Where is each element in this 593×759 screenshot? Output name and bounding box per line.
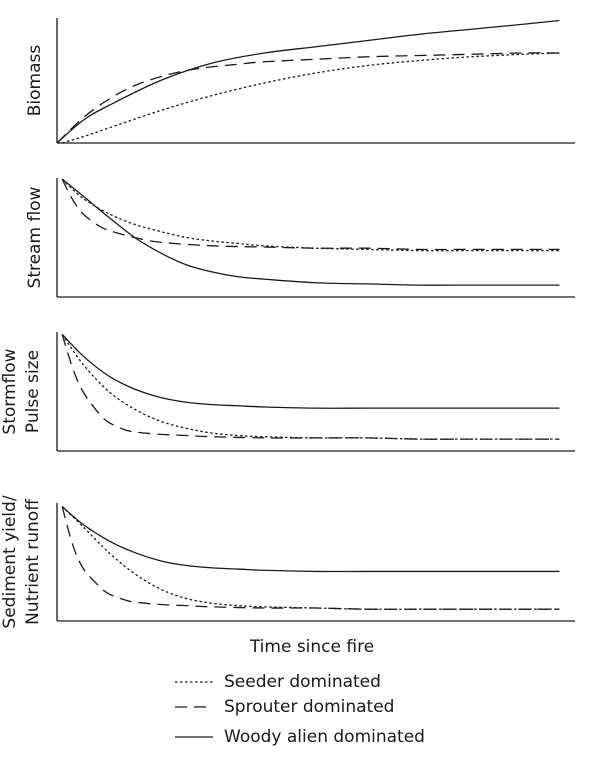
series-line-dashed (56, 52, 560, 144)
chart-panel-3: Stormflow Pulse size (0, 332, 575, 452)
chart-panels: Biomass Stream flow Stormflow Pulse size Sed… (0, 18, 575, 629)
series-line-dashed (61, 506, 560, 610)
y-axis-label: Stream flow (25, 186, 45, 288)
series-line-dotted (61, 52, 560, 144)
y-axis-label: Pulse size (23, 350, 43, 433)
series-line-dashed (61, 178, 560, 251)
y-axis-label: Sediment yield/ (0, 495, 20, 628)
series-line-solid (56, 19, 560, 144)
y-axis-label: Biomass (25, 45, 45, 117)
y-axis-label: Nutrient runoff (23, 498, 43, 625)
legend: Seeder dominated Sprouter dominated Woody … (175, 672, 425, 747)
series-line-solid (61, 333, 560, 409)
legend-label: Sprouter dominated (224, 697, 394, 717)
chart-panel-2: Stream flow (25, 178, 575, 298)
legend-label: Woody alien dominated (224, 727, 425, 747)
chart-panel-4: Sediment yield/Nutrient runoff (0, 495, 575, 629)
chart-panel-1: Biomass (25, 18, 575, 144)
legend-label: Seeder dominated (224, 672, 381, 692)
series-line-dotted (61, 506, 560, 610)
y-axis-label: Stormflow (0, 348, 20, 434)
series-line-dotted (61, 178, 560, 252)
series-line-dotted (61, 334, 560, 440)
series-line-dashed (61, 334, 560, 440)
series-line-solid (61, 178, 560, 286)
x-axis-label: Time since fire (249, 637, 374, 657)
series-line-solid (61, 506, 560, 573)
